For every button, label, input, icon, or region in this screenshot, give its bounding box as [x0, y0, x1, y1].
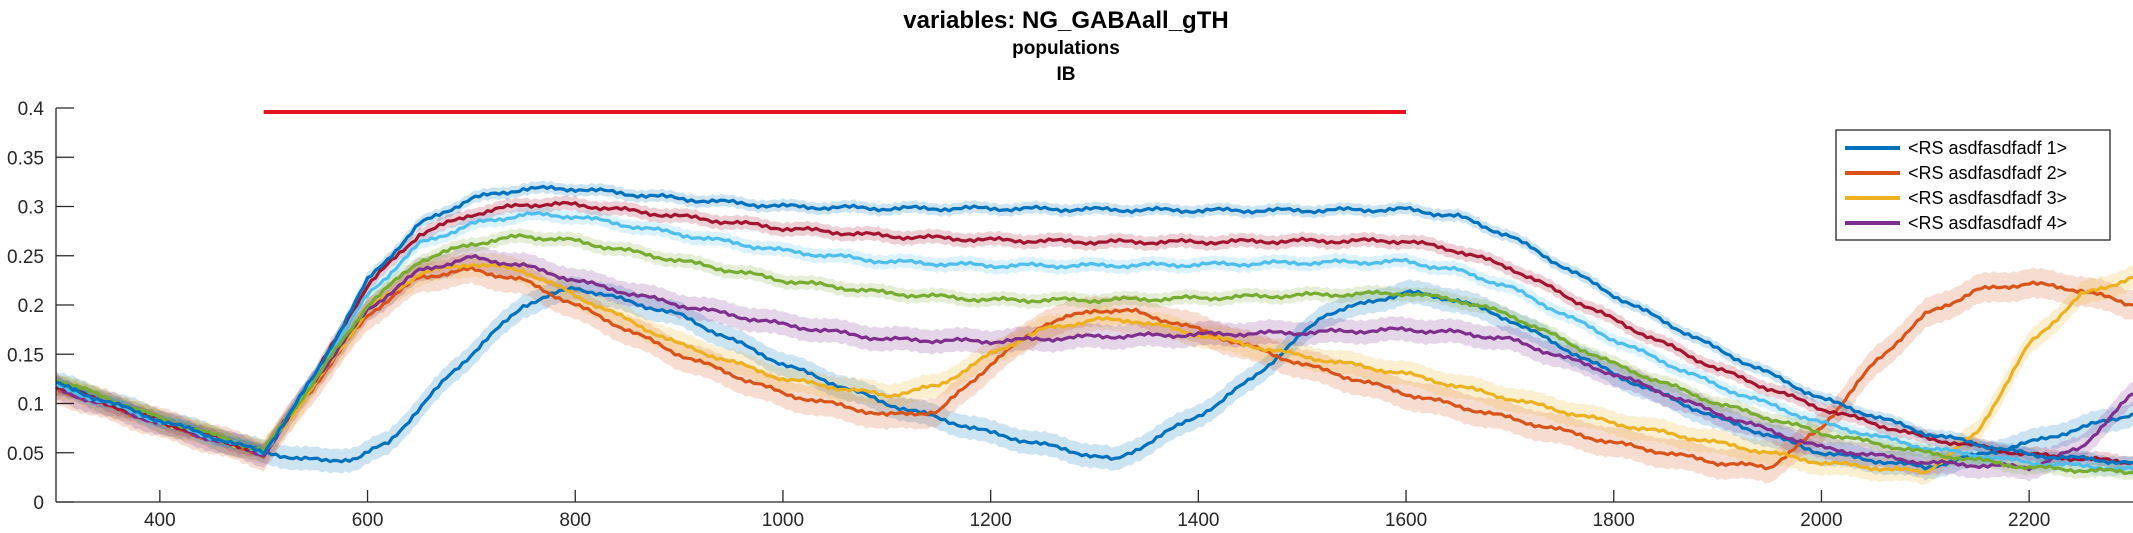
x-tick-label: 1800: [1593, 510, 1635, 531]
y-tick-label: 0.2: [18, 296, 44, 317]
x-tick-label: 600: [352, 510, 384, 531]
y-tick-label: 0.3: [18, 198, 44, 219]
series-band: [56, 252, 2133, 485]
y-tick-label: 0.35: [7, 148, 44, 169]
plot-area: [54, 109, 2133, 485]
chart-title: variables: NG_GABAall_gTH: [903, 7, 1228, 34]
chart-subtitle-line-2: IB: [1057, 64, 1076, 85]
series-band: [56, 180, 2133, 470]
y-tick-label: 0.15: [7, 345, 44, 366]
axes: 400 600 800 1000 1200 1400 1600 1800 2000 2200 0 0.…: [7, 99, 2133, 531]
x-tick-label: 1400: [1177, 510, 1219, 531]
legend-label: <RS asdfasdfadf 3>: [1908, 188, 2067, 208]
series-line: [55, 254, 2133, 472]
series-line: [55, 285, 2133, 471]
legend-label: <RS asdfasdfadf 1>: [1908, 138, 2067, 158]
x-tick-label: 1200: [970, 510, 1012, 531]
series-line: [55, 184, 2133, 465]
x-tick-label: 1600: [1385, 510, 1427, 531]
series-line: [55, 262, 2133, 475]
x-tick-label: 400: [144, 510, 176, 531]
legend-label: <RS asdfasdfadf 2>: [1908, 163, 2067, 183]
y-tick-label: 0.25: [7, 247, 44, 268]
y-tick-label: 0.4: [18, 99, 45, 120]
legend-label: <RS asdfasdfadf 4>: [1908, 213, 2067, 233]
series-band: [56, 195, 2133, 471]
series-band: [56, 275, 2133, 481]
y-tick-label: 0.1: [18, 395, 44, 416]
x-tick-label: 1000: [762, 510, 804, 531]
series-line: [55, 200, 2133, 466]
x-tick-label: 2200: [2008, 510, 2050, 531]
series-line: [55, 211, 2133, 472]
legend: <RS asdfasdfadf 1> <RS asdfasdfadf 2> <RS …: [1835, 129, 2111, 241]
series-band: [56, 252, 2133, 484]
x-tick-label: 800: [559, 510, 591, 531]
y-tick-label: 0: [33, 493, 44, 514]
y-tick-label: 0.05: [7, 444, 44, 465]
x-tick-label: 2000: [1800, 510, 1842, 531]
chart-subtitle-line-1: populations: [1012, 38, 1120, 59]
series-line: [54, 233, 2133, 475]
